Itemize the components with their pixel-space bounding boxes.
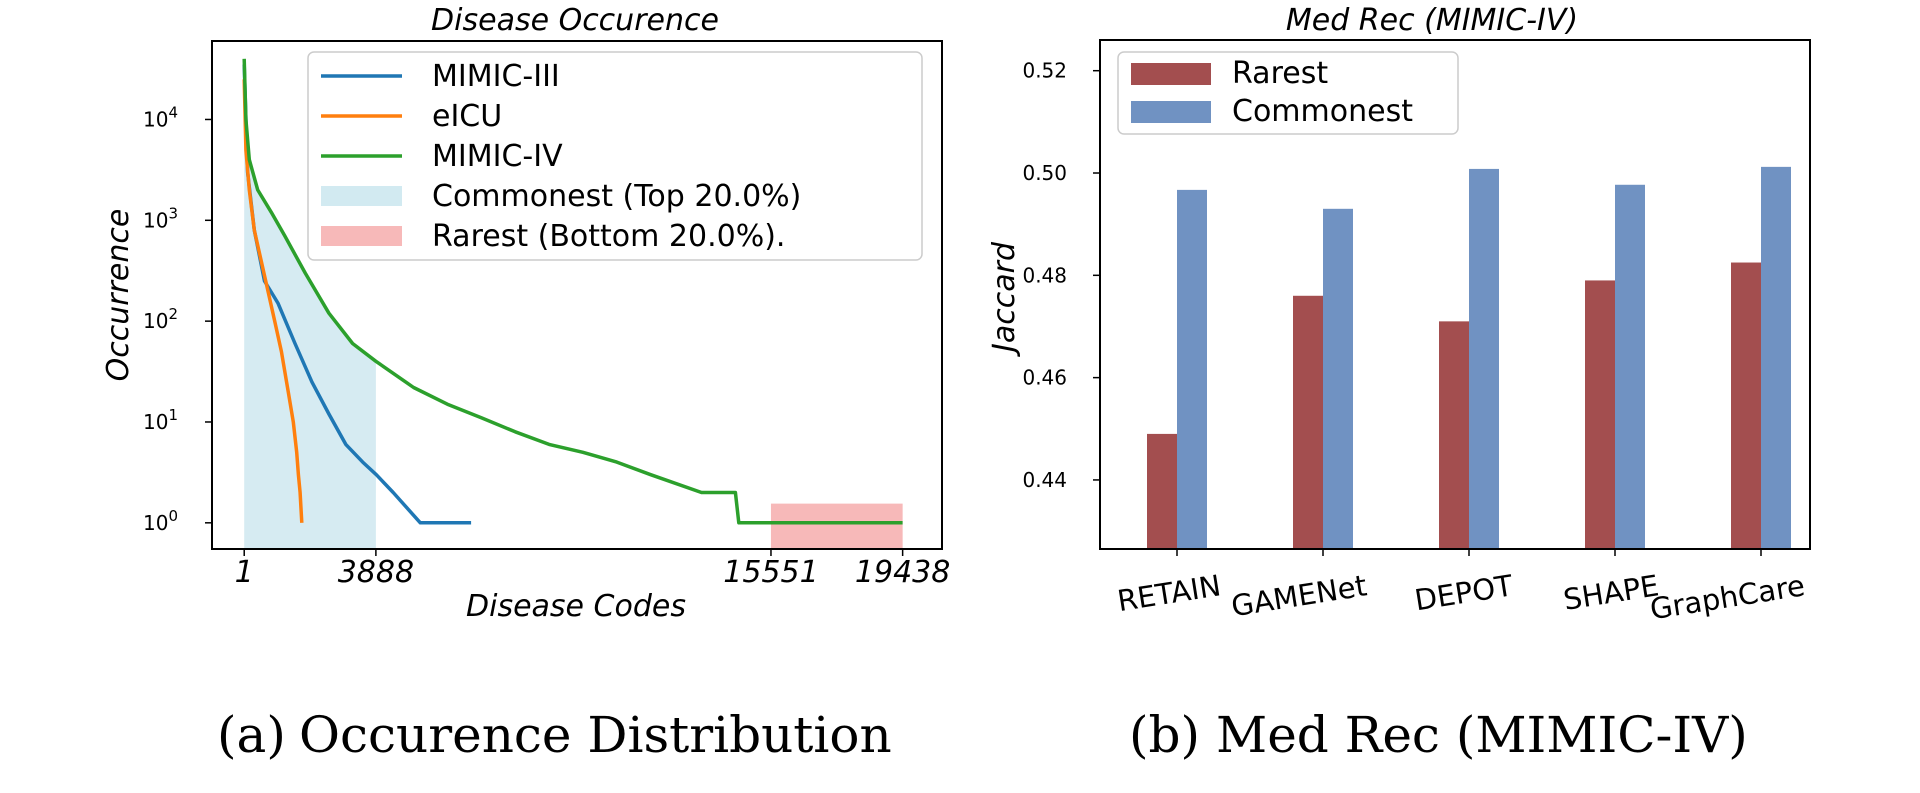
- legend-label: Commonest: [1232, 94, 1413, 129]
- y-tick-label: 103: [143, 204, 178, 232]
- legend-label: Rarest (Bottom 20.0%).: [432, 219, 785, 254]
- legend-label: Commonest (Top 20.0%): [432, 179, 801, 214]
- y-tick-label: 100: [143, 507, 178, 535]
- shaded-region-rarest: [770, 503, 903, 549]
- bar-commonest: [1177, 189, 1207, 550]
- chart-b-frame: [1099, 39, 1811, 550]
- bar-commonest: [1615, 184, 1645, 549]
- legend-patch-swatch: [321, 186, 402, 206]
- caption-b-tag: (b): [1129, 706, 1200, 764]
- bar-rarest: [1731, 262, 1761, 549]
- x-tick-label: RETAIN: [1115, 568, 1223, 618]
- caption-a-tag: (a): [217, 706, 286, 764]
- bar-rarest: [1585, 280, 1615, 549]
- x-tick-label: 15551: [723, 555, 818, 590]
- chart-b-ylabel: Jaccard: [987, 241, 1022, 357]
- y-tick-label: 0.52: [1022, 59, 1067, 83]
- legend-patch-swatch: [1131, 101, 1211, 123]
- caption-a-text: Occurence Distribution: [299, 706, 892, 764]
- x-tick-label: GAMENet: [1229, 568, 1369, 623]
- legend-label: Rarest: [1232, 56, 1328, 91]
- medrec-chart: Med Rec (MIMIC-IV) 0.440.460.480.500.52 …: [987, 3, 1811, 626]
- x-tick-label: 19438: [855, 555, 950, 590]
- y-tick-label: 0.46: [1022, 366, 1067, 390]
- bar-commonest: [1323, 208, 1353, 549]
- chart-a-frame: [211, 40, 943, 550]
- shaded-region-commonest: [244, 58, 376, 550]
- bar-rarest: [1439, 321, 1469, 549]
- legend-label: MIMIC-III: [432, 59, 560, 94]
- x-tick-label: SHAPE: [1561, 568, 1661, 617]
- occurrence-chart: Disease Occurence 100 101 102 103 104 1 3888 1…: [101, 3, 950, 624]
- y-tick-label: 0.50: [1022, 161, 1067, 185]
- x-tick-label: 1: [235, 555, 254, 590]
- bar-rarest: [1293, 295, 1323, 549]
- legend-label: eICU: [432, 99, 502, 134]
- x-tick-label: GraphCare: [1648, 568, 1808, 626]
- bar-commonest: [1469, 168, 1499, 549]
- chart-a-ylabel: Occurrence: [101, 209, 136, 382]
- legend-patch-swatch: [1131, 63, 1211, 85]
- y-tick-label: 102: [143, 305, 178, 333]
- chart-a-title: Disease Occurence: [431, 3, 719, 38]
- bar-commonest: [1761, 166, 1791, 549]
- x-tick-label: 3888: [338, 555, 414, 590]
- y-tick-label: 104: [143, 103, 178, 131]
- x-tick-label: DEPOT: [1412, 568, 1515, 617]
- y-tick-label: 0.44: [1022, 468, 1067, 492]
- caption-b-text: Med Rec (MIMIC-IV): [1216, 706, 1748, 764]
- bar-rarest: [1147, 433, 1177, 549]
- chart-a-legend: MIMIC-III eICU MIMIC-IV Commonest (Top 20.0…: [307, 51, 923, 261]
- chart-b-title: Med Rec (MIMIC-IV): [1286, 3, 1578, 38]
- chart-a-xlabel: Disease Codes: [466, 589, 686, 624]
- legend-label: MIMIC-IV: [432, 139, 563, 174]
- series-line-eicu: [242, 79, 304, 523]
- legend-box: [307, 51, 923, 261]
- y-tick-label: 101: [143, 406, 178, 434]
- y-tick-label: 0.48: [1022, 263, 1067, 287]
- series-line-mimic-iv: [242, 58, 903, 525]
- legend-patch-swatch: [321, 226, 402, 246]
